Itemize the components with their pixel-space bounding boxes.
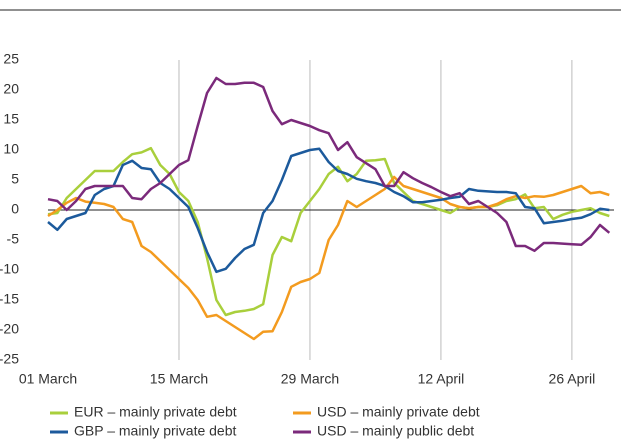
series-line <box>47 146 610 317</box>
y-tick-label: 10 <box>3 141 19 157</box>
y-tick-label: 0 <box>11 201 19 217</box>
series-line <box>47 175 610 341</box>
y-tick-label: 15 <box>3 111 19 127</box>
y-tick-label: 25 <box>3 51 19 67</box>
series-line <box>47 147 610 274</box>
legend-label: USD – mainly public debt <box>317 423 474 439</box>
x-tick-label: 15 March <box>150 371 208 387</box>
y-tick-label: 20 <box>3 81 19 97</box>
y-tick-label: -25 <box>0 351 19 367</box>
y-tick-label: -15 <box>0 291 19 307</box>
y-tick-label: -5 <box>7 231 20 247</box>
legend-label: EUR – mainly private debt <box>74 404 237 420</box>
x-tick-label: 29 March <box>281 371 339 387</box>
y-tick-label: -10 <box>0 261 19 277</box>
x-tick-label: 26 April <box>549 371 596 387</box>
series-line <box>47 76 611 253</box>
y-tick-label: 5 <box>11 171 19 187</box>
x-tick-label: 01 March <box>19 371 77 387</box>
legend-label: USD – mainly private debt <box>317 404 480 420</box>
x-tick-label: 12 April <box>418 371 465 387</box>
legend-label: GBP – mainly private debt <box>74 423 236 439</box>
y-tick-label: -20 <box>0 321 19 337</box>
